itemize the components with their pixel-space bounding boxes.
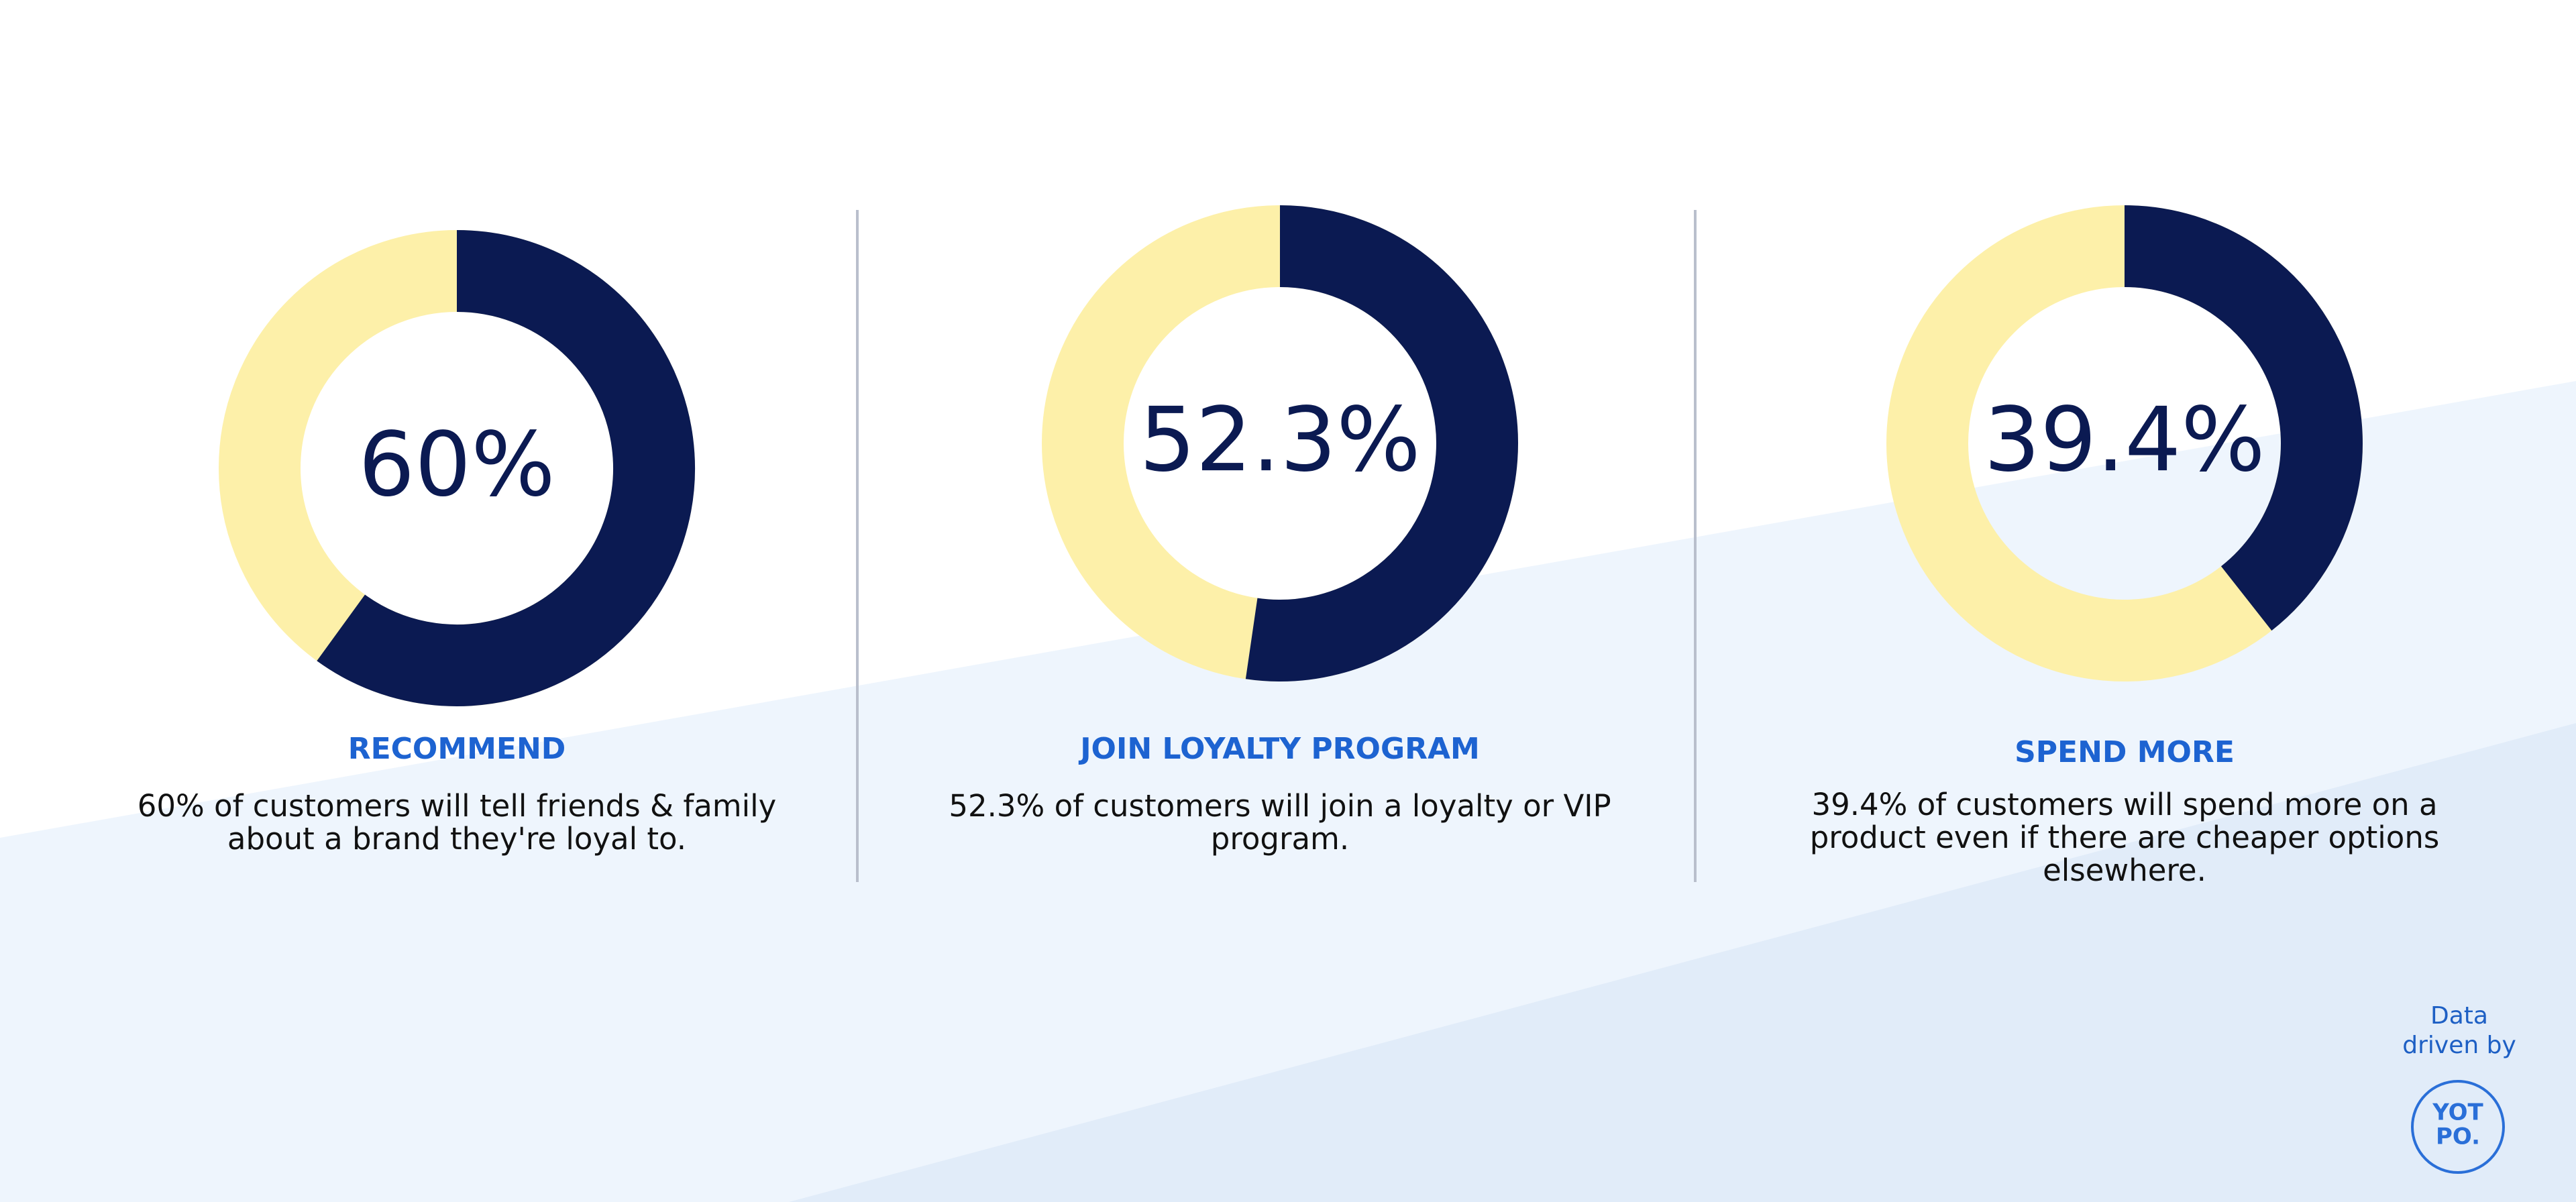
- metric-title: JOIN LOYALTY PROGRAM: [1078, 732, 1480, 766]
- logo-text: YOT: [2432, 1099, 2483, 1126]
- metric-title: RECOMMEND: [348, 732, 566, 766]
- credit-text: driven by: [2402, 1032, 2516, 1059]
- center-label: 39.4%: [1984, 388, 2265, 492]
- donut-arc: [1245, 205, 1518, 681]
- metric-description: product even if there are cheaper option…: [1810, 820, 2440, 855]
- center-label: 52.3%: [1139, 388, 1420, 492]
- logo-text: PO.: [2436, 1124, 2480, 1150]
- center-label: 60%: [358, 413, 555, 516]
- metric-description: about a brand they're loyal to.: [227, 821, 686, 857]
- metric-description: 52.3% of customers will join a loyalty o…: [949, 788, 1611, 824]
- logo-ring: [2411, 1080, 2505, 1174]
- background-band: [789, 723, 2576, 1202]
- metric-description: 60% of customers will tell friends & fam…: [138, 788, 777, 824]
- metric-description: elsewhere.: [2043, 853, 2206, 888]
- metric-title: SPEND MORE: [2015, 735, 2235, 769]
- credit-text: Data: [2430, 1002, 2488, 1030]
- donut-arc: [2124, 205, 2363, 631]
- metric-description: program.: [1211, 821, 1349, 857]
- donut-arc: [317, 230, 695, 706]
- metric-description: 39.4% of customers will spend more on a: [1811, 787, 2437, 822]
- charts: 60% RECOMMEND 60% of customers will tell f…: [138, 205, 2440, 888]
